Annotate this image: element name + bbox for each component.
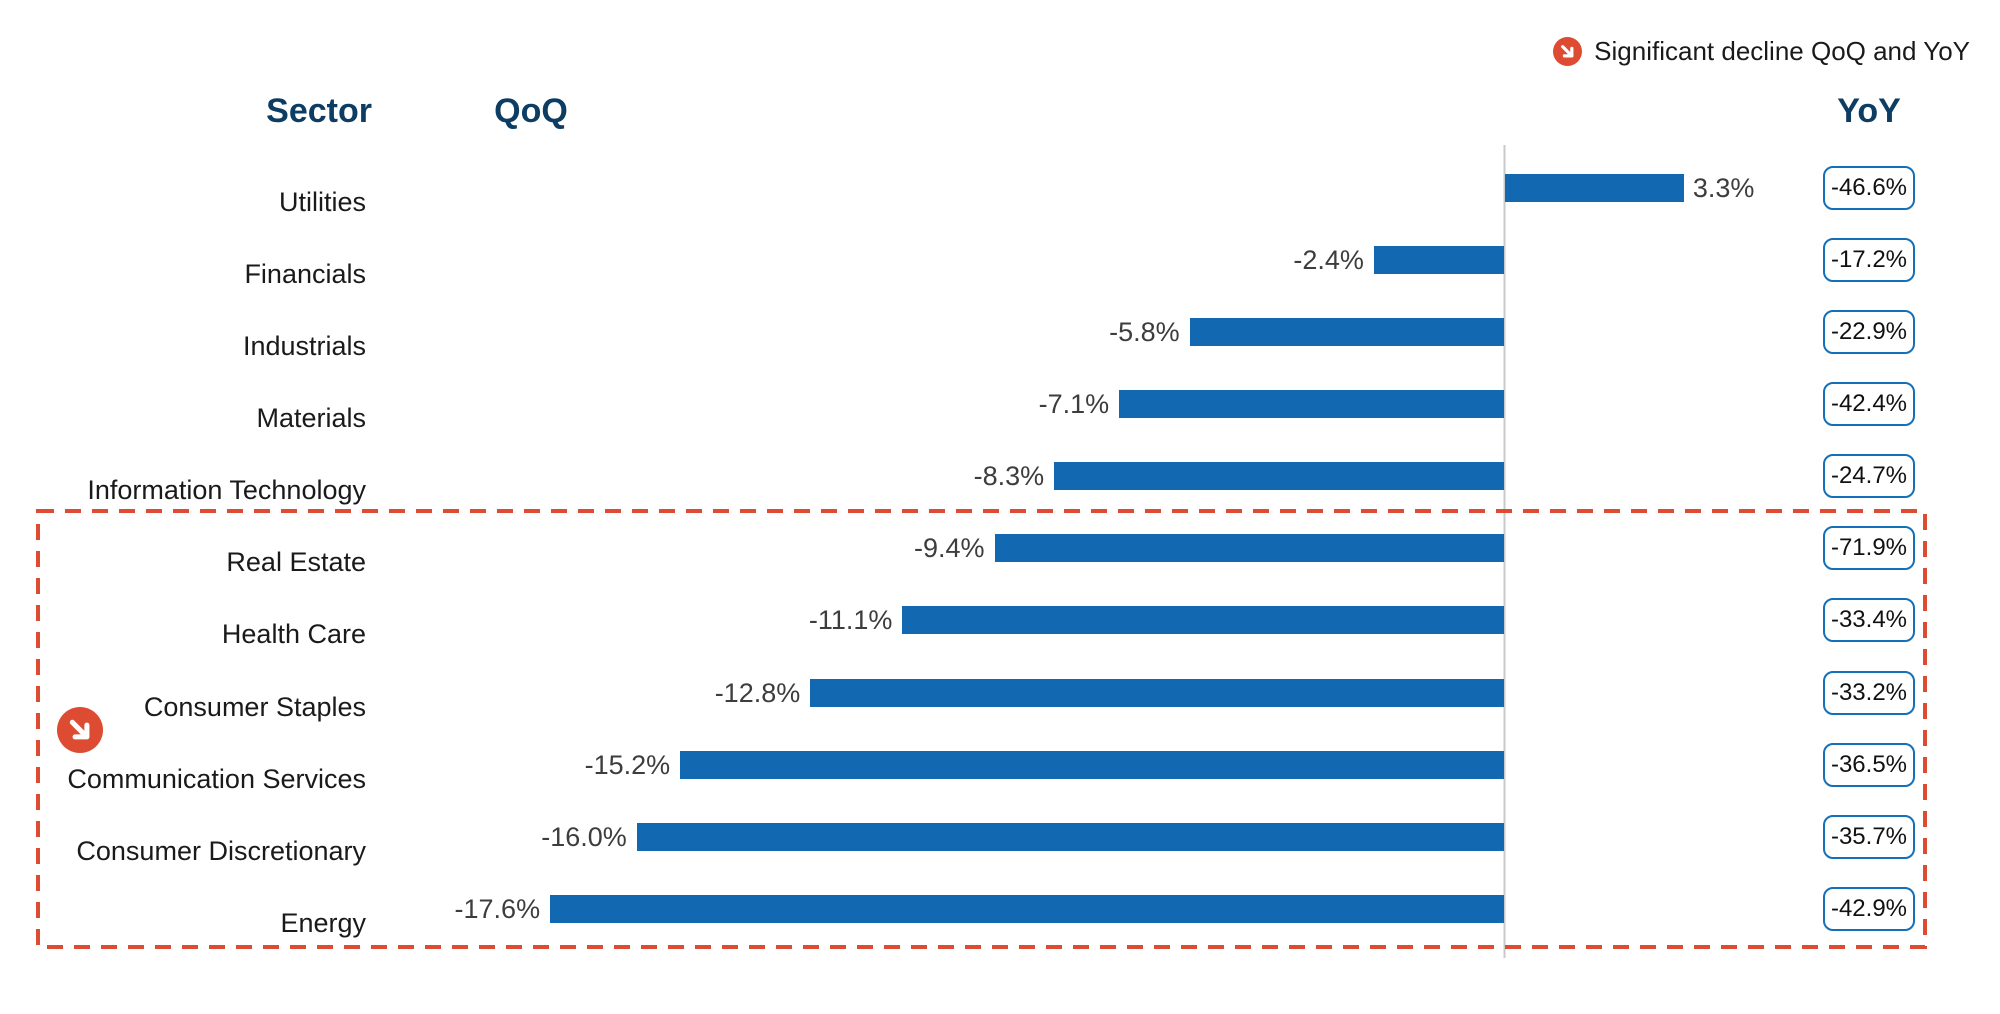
sector-label: Consumer Discretionary xyxy=(76,835,366,866)
qoq-value-label: -7.1% xyxy=(1038,388,1110,419)
qoq-bar xyxy=(680,750,1504,779)
legend: Significant decline QoQ and YoY xyxy=(1553,37,1970,66)
column-header-qoq: QoQ xyxy=(494,92,568,130)
yoy-value-box: -24.7% xyxy=(1823,454,1915,499)
sector-label: Energy xyxy=(280,908,366,938)
yoy-value-box: -71.9% xyxy=(1823,526,1915,571)
yoy-value-box: -33.4% xyxy=(1823,598,1915,643)
column-header-sector: Sector xyxy=(266,92,372,130)
qoq-value-label: -11.1% xyxy=(808,605,893,636)
sector-label: Materials xyxy=(256,402,366,433)
qoq-bar xyxy=(550,895,1504,923)
qoq-bar xyxy=(636,822,1504,851)
sector-label: Health Care xyxy=(221,619,366,650)
decline-arrow-icon xyxy=(1553,37,1583,66)
qoq-value-label: 3.3% xyxy=(1692,172,1755,203)
qoq-value-label: -15.2% xyxy=(584,749,671,780)
qoq-bar xyxy=(1119,389,1504,418)
qoq-value-label: -12.8% xyxy=(714,677,801,708)
legend-label: Significant decline QoQ and YoY xyxy=(1594,36,1970,66)
sector-label: Utilities xyxy=(278,186,366,217)
sector-label: Information Technology xyxy=(87,475,366,506)
sector-label: Industrials xyxy=(242,330,366,361)
sector-label: Financials xyxy=(244,258,366,289)
yoy-value-box: -33.2% xyxy=(1823,670,1915,715)
qoq-value-label: -8.3% xyxy=(973,461,1045,492)
qoq-bar xyxy=(1505,173,1684,202)
yoy-value-box: -42.4% xyxy=(1823,381,1915,426)
qoq-value-label: -16.0% xyxy=(541,821,627,852)
qoq-value-label: -9.4% xyxy=(913,533,985,564)
qoq-bar xyxy=(1189,317,1504,346)
qoq-bar xyxy=(1373,245,1504,274)
qoq-bar xyxy=(810,678,1504,707)
yoy-value-box: -22.9% xyxy=(1823,309,1915,354)
yoy-value-box: -46.6% xyxy=(1823,165,1915,210)
highlight-region-outline xyxy=(36,509,1927,949)
qoq-value-label: -17.6% xyxy=(454,894,541,924)
yoy-value-box: -42.9% xyxy=(1823,887,1915,931)
qoq-bar xyxy=(994,534,1504,563)
column-header-yoy: YoY xyxy=(1837,92,1901,130)
sector-label: Real Estate xyxy=(226,547,366,578)
yoy-value-box: -35.7% xyxy=(1823,814,1915,859)
significant-decline-icon xyxy=(57,707,103,753)
yoy-value-box: -36.5% xyxy=(1823,742,1915,787)
qoq-value-label: -5.8% xyxy=(1109,316,1180,347)
qoq-value-label: -2.4% xyxy=(1293,244,1364,275)
qoq-bar xyxy=(902,606,1504,635)
sector-label: Consumer Staples xyxy=(143,691,366,722)
sector-label: Communication Services xyxy=(67,763,366,794)
qoq-bar xyxy=(1054,462,1504,491)
yoy-value-box: -17.2% xyxy=(1823,237,1915,282)
